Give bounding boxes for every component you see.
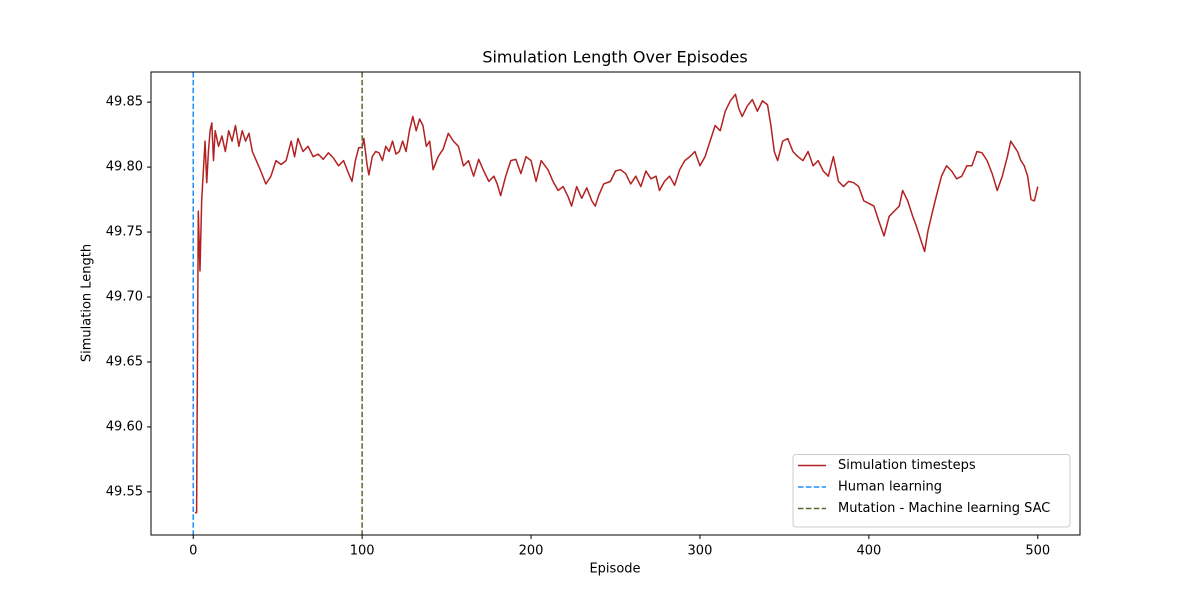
y-tick-label: 49.85 — [106, 95, 143, 110]
y-tick-label: 49.55 — [106, 484, 143, 499]
data-line — [194, 93, 1039, 514]
x-axis-label: Episode — [589, 562, 640, 577]
x-tick-label: 500 — [1025, 544, 1050, 559]
legend-label: Human learning — [838, 480, 942, 495]
x-tick-label: 200 — [519, 544, 544, 559]
legend-label: Mutation - Machine learning SAC — [838, 501, 1050, 516]
y-tick-label: 49.75 — [106, 225, 143, 240]
axes-frame — [150, 71, 1081, 536]
y-tick-label: 49.60 — [106, 419, 143, 434]
x-tick-label: 400 — [856, 544, 881, 559]
y-tick-label: 49.80 — [106, 160, 143, 175]
legend-label: Simulation timesteps — [838, 458, 976, 473]
y-axis-label: Simulation Length — [80, 244, 95, 362]
x-tick-label: 0 — [189, 544, 197, 559]
x-tick-label: 100 — [350, 544, 375, 559]
legend-box — [792, 454, 1071, 528]
y-tick-label: 49.70 — [106, 290, 143, 305]
x-tick-label: 300 — [688, 544, 713, 559]
chart-title: Simulation Length Over Episodes — [482, 48, 747, 67]
y-tick-label: 49.65 — [106, 354, 143, 369]
